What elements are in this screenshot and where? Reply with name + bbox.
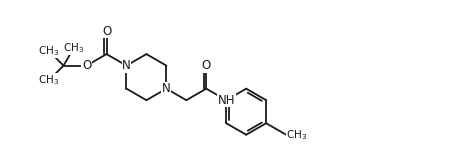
Text: CH$_3$: CH$_3$: [286, 128, 307, 142]
Text: NH: NH: [218, 94, 235, 107]
Text: O: O: [82, 59, 91, 72]
Text: CH$_3$: CH$_3$: [38, 73, 60, 87]
Text: O: O: [202, 59, 211, 72]
Text: O: O: [102, 25, 111, 38]
Text: N: N: [122, 59, 131, 72]
Text: CH$_3$: CH$_3$: [38, 44, 60, 58]
Text: CH$_3$: CH$_3$: [63, 41, 85, 55]
Text: N: N: [162, 82, 171, 95]
